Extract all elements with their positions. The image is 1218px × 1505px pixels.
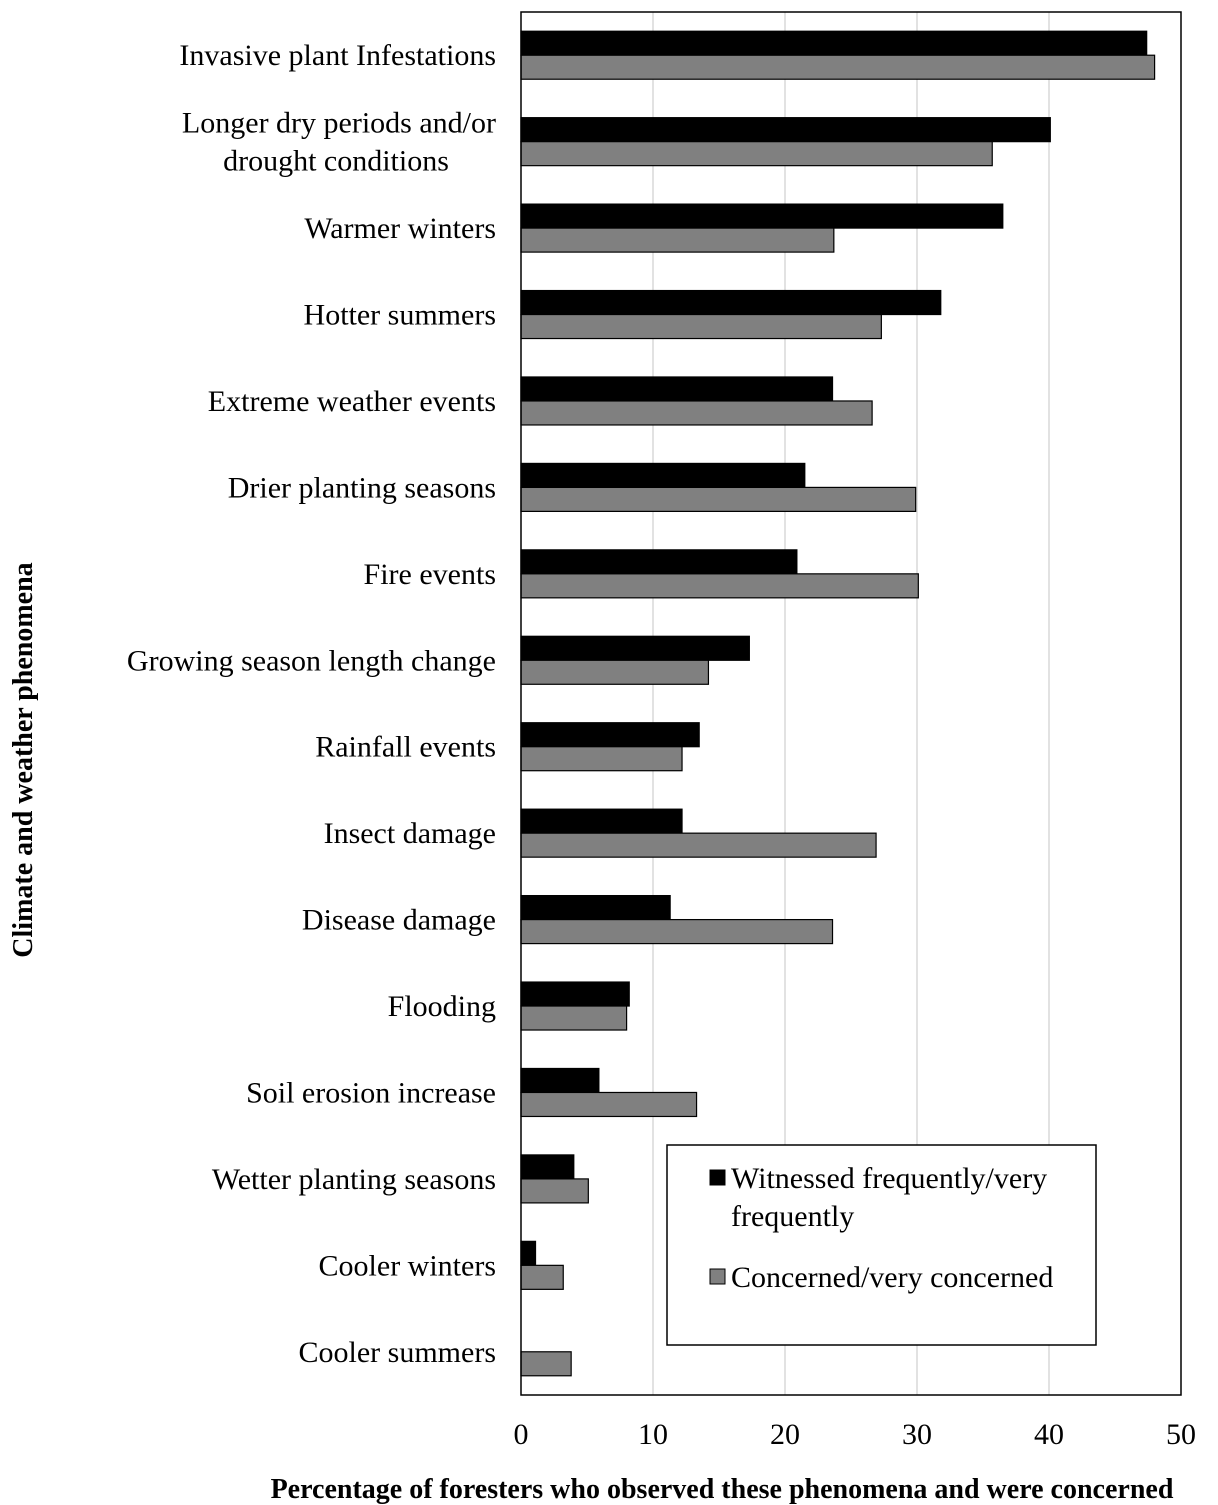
legend: Witnessed frequently/very frequently Conce… [666, 1144, 1097, 1346]
bar-series1-cat4 [520, 400, 873, 426]
category-labels: Invasive plant Infestations Longer dry pe… [127, 39, 496, 1369]
bar-series0-cat9 [520, 808, 683, 834]
bar-series0-cat2 [520, 203, 1004, 229]
bar-series0-cat14 [520, 1240, 537, 1266]
legend-swatch-0 [709, 1169, 726, 1186]
category-label-14: Cooler winters [319, 1249, 496, 1282]
bar-series1-cat3 [520, 313, 882, 340]
category-label-10: Disease damage [302, 904, 496, 937]
legend-label-0-line0: Witnessed frequently/very [731, 1162, 1047, 1195]
bar-series1-cat6 [520, 573, 919, 599]
bar-series1-cat15 [520, 1351, 572, 1377]
bar-series0-cat10 [520, 894, 671, 921]
bar-series0-cat8 [520, 722, 700, 748]
bar-series0-cat4 [520, 376, 834, 402]
bars [520, 30, 1156, 1377]
category-label-13: Wetter planting seasons [212, 1163, 496, 1196]
category-label-3: Hotter summers [304, 299, 496, 332]
x-tick-label-5: 50 [1166, 1418, 1196, 1451]
legend-box [666, 1144, 1097, 1346]
x-tick-label-0: 0 [514, 1418, 529, 1451]
bar-series1-cat8 [520, 746, 683, 772]
bar-series1-cat10 [520, 918, 834, 945]
category-label-2: Warmer winters [304, 212, 496, 245]
legend-label-1: Concerned/very concerned [731, 1261, 1053, 1294]
category-label-15: Cooler summers [299, 1336, 496, 1369]
category-label-7: Growing season length change [127, 644, 496, 677]
bar-series1-cat9 [520, 832, 877, 858]
bar-series1-cat5 [520, 486, 917, 513]
legend-swatch-1 [709, 1268, 726, 1285]
bar-series1-cat0 [520, 54, 1156, 80]
x-axis-tick-labels: 0 10 20 30 40 50 [514, 1418, 1197, 1451]
bar-series0-cat7 [520, 635, 750, 661]
bar-series1-cat12 [520, 1091, 698, 1118]
y-axis-title: Climate and weather phenomena [8, 562, 39, 957]
bar-series0-cat11 [520, 981, 630, 1007]
bar-series1-cat13 [520, 1178, 589, 1204]
bar-series0-cat6 [520, 549, 798, 575]
bar-series0-cat1 [520, 117, 1051, 143]
category-label-1-line0: Longer dry periods and/or [182, 107, 496, 140]
category-label-0: Invasive plant Infestations [179, 39, 496, 72]
bar-series0-cat13 [520, 1154, 575, 1180]
category-label-5: Drier planting seasons [228, 471, 496, 504]
bar-series0-cat0 [520, 30, 1148, 56]
bar-series1-cat1 [520, 141, 993, 167]
x-tick-label-2: 20 [770, 1418, 800, 1451]
category-label-6: Fire events [364, 558, 496, 591]
bar-series0-cat3 [520, 289, 942, 316]
bar-series1-cat14 [520, 1264, 564, 1290]
category-label-8: Rainfall events [315, 731, 496, 764]
plot-area-frame [520, 11, 1182, 1396]
legend-label-0-line1: frequently [731, 1200, 854, 1233]
x-tick-label-3: 30 [902, 1418, 932, 1451]
bar-series0-cat12 [520, 1067, 600, 1094]
x-tick-label-4: 40 [1034, 1418, 1064, 1451]
category-label-1-line1: drought conditions [223, 145, 449, 178]
x-axis-title: Percentage of foresters who observed the… [271, 1474, 1174, 1505]
category-label-9: Insect damage [324, 817, 496, 850]
bar-series1-cat7 [520, 659, 710, 685]
category-label-12: Soil erosion increase [246, 1076, 496, 1109]
x-tick-label-1: 10 [638, 1418, 668, 1451]
category-label-4: Extreme weather events [208, 385, 496, 418]
bar-series1-cat2 [520, 227, 835, 253]
bar-series0-cat5 [520, 462, 806, 489]
category-label-11: Flooding [388, 990, 496, 1023]
bar-series1-cat11 [520, 1005, 628, 1031]
